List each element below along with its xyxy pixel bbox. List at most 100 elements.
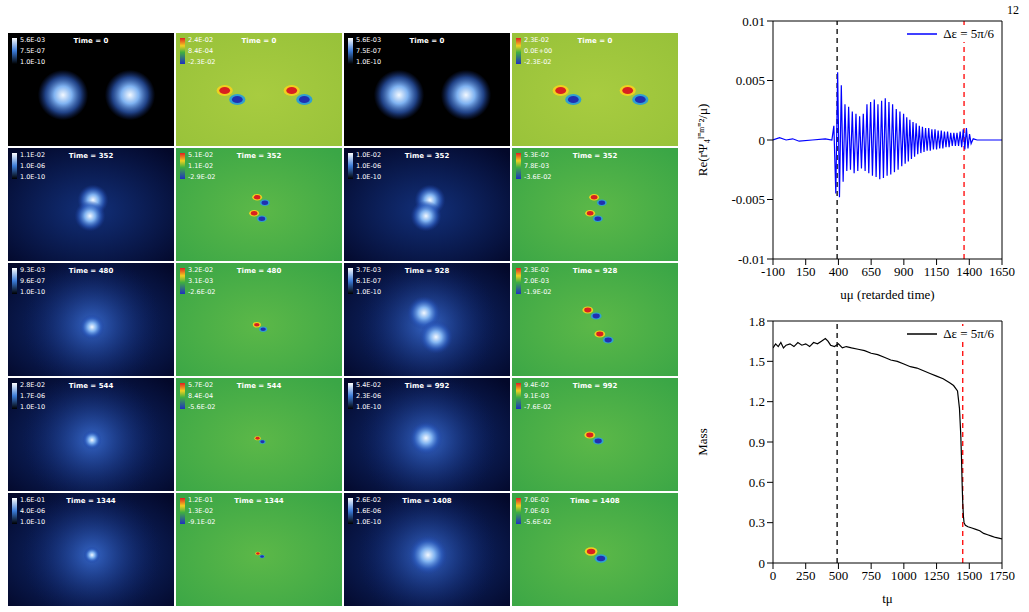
svg-text:750: 750 [861,568,881,583]
svg-text:Time = 0: Time = 0 [410,37,445,45]
svg-text:1500: 1500 [956,568,982,583]
svg-text:1400: 1400 [956,264,982,279]
svg-text:7.8E-03: 7.8E-03 [524,162,549,170]
svg-text:9.1E-03: 9.1E-03 [524,392,549,400]
svg-text:7.0E-02: 7.0E-02 [524,496,549,504]
svg-text:650: 650 [861,264,881,279]
svg-text:0: 0 [759,556,766,571]
svg-text:1.0E-10: 1.0E-10 [20,58,45,66]
svg-text:1000: 1000 [891,568,917,583]
svg-text:tμ: tμ [882,591,893,606]
svg-text:1.8: 1.8 [749,314,765,329]
svg-text:2.3E-06: 2.3E-06 [356,392,381,400]
svg-text:1.0E-10: 1.0E-10 [20,403,45,411]
svg-text:-1.9E-02: -1.9E-02 [524,288,551,296]
svg-text:1150: 1150 [924,264,950,279]
svg-text:3.2E-02: 3.2E-02 [188,266,213,274]
svg-text:-0.005: -0.005 [731,192,765,207]
svg-text:-5.6E-02: -5.6E-02 [188,403,215,411]
svg-text:0.005: 0.005 [736,73,765,88]
svg-text:7.5E-07: 7.5E-07 [20,47,45,55]
svg-text:2.4E-02: 2.4E-02 [188,36,213,44]
svg-text:-0.01: -0.01 [738,252,765,267]
svg-text:Time = 1344: Time = 1344 [234,497,284,505]
svg-text:1.5: 1.5 [749,354,765,369]
svg-text:-9.1E-02: -9.1E-02 [188,518,215,526]
svg-text:9.6E-07: 9.6E-07 [20,277,45,285]
svg-text:2.0E-03: 2.0E-03 [524,277,549,285]
svg-text:1.2E-01: 1.2E-01 [188,496,213,504]
svg-text:150: 150 [796,264,816,279]
svg-text:-2.6E-02: -2.6E-02 [188,288,215,296]
svg-text:1.6E-01: 1.6E-01 [20,496,45,504]
svg-text:5.6E-03: 5.6E-03 [356,36,381,44]
svg-text:500: 500 [829,568,849,583]
svg-text:Time = 544: Time = 544 [69,382,114,390]
svg-text:Time = 928: Time = 928 [573,267,618,275]
svg-text:5.4E-02: 5.4E-02 [356,381,381,389]
svg-text:Time = 0: Time = 0 [578,37,613,45]
svg-text:1.3E-02: 1.3E-02 [188,507,213,515]
svg-text:1.0E-10: 1.0E-10 [20,518,45,526]
svg-text:0.9: 0.9 [749,435,765,450]
svg-text:8.4E-04: 8.4E-04 [188,392,213,400]
svg-text:5.6E-03: 5.6E-03 [20,36,45,44]
svg-text:1.0E-02: 1.0E-02 [356,151,381,159]
svg-text:3.1E-03: 3.1E-03 [188,277,213,285]
svg-text:Time = 352: Time = 352 [237,152,282,160]
svg-text:7.5E-07: 7.5E-07 [356,47,381,55]
svg-text:1750: 1750 [989,568,1015,583]
svg-text:0.0E+00: 0.0E+00 [524,47,552,55]
svg-text:Time = 544: Time = 544 [237,382,282,390]
svg-text:1.0E-10: 1.0E-10 [20,288,45,296]
svg-text:1650: 1650 [989,264,1015,279]
svg-text:2.6E-02: 2.6E-02 [356,496,381,504]
svg-text:-7.6E-02: -7.6E-02 [524,403,551,411]
svg-text:2.3E-02: 2.3E-02 [524,36,549,44]
svg-text:1.7E-06: 1.7E-06 [20,392,45,400]
svg-text:Time = 352: Time = 352 [573,152,618,160]
svg-text:-2.9E-02: -2.9E-02 [188,173,215,181]
svg-text:1.0E-06: 1.0E-06 [356,162,381,170]
svg-text:9.4E-02: 9.4E-02 [524,381,549,389]
svg-text:7.0E-03: 7.0E-03 [524,507,549,515]
svg-text:Time = 1408: Time = 1408 [402,497,452,505]
svg-text:Time = 992: Time = 992 [573,382,618,390]
svg-text:1.0E-10: 1.0E-10 [20,173,45,181]
svg-text:-3.6E-02: -3.6E-02 [524,173,551,181]
svg-text:3.7E-03: 3.7E-03 [356,266,381,274]
svg-text:6.1E-07: 6.1E-07 [356,277,381,285]
svg-text:Time = 992: Time = 992 [405,382,450,390]
svg-text:8.4E-04: 8.4E-04 [188,47,213,55]
svg-text:1.0E-10: 1.0E-10 [356,58,381,66]
svg-text:0.6: 0.6 [749,475,766,490]
svg-text:0: 0 [759,133,766,148]
svg-text:5.3E-02: 5.3E-02 [524,151,549,159]
svg-text:-5.6E-02: -5.6E-02 [524,518,551,526]
svg-text:400: 400 [829,264,849,279]
svg-text:Time = 480: Time = 480 [69,267,114,275]
svg-text:0.3: 0.3 [749,515,765,530]
svg-text:Time = 480: Time = 480 [237,267,282,275]
svg-text:250: 250 [796,568,816,583]
svg-text:Time = 0: Time = 0 [74,37,109,45]
svg-text:5.1E-02: 5.1E-02 [188,151,213,159]
svg-text:1.6E-06: 1.6E-06 [356,507,381,515]
svg-text:1.2: 1.2 [749,394,765,409]
svg-text:1.0E-10: 1.0E-10 [356,403,381,411]
svg-text:1.1E-02: 1.1E-02 [188,162,213,170]
svg-text:Mass: Mass [695,428,710,455]
svg-text:1.1E-02: 1.1E-02 [20,151,45,159]
svg-text:uμ (retarded time): uμ (retarded time) [840,287,934,302]
svg-text:5.7E-02: 5.7E-02 [188,381,213,389]
svg-text:Time = 1344: Time = 1344 [66,497,116,505]
svg-text:1.0E-10: 1.0E-10 [356,288,381,296]
svg-text:Time = 1408: Time = 1408 [570,497,620,505]
svg-text:Re(rΨ₄ˡ⁼ᵐ⁼²/μ): Re(rΨ₄ˡ⁼ᵐ⁼²/μ) [695,104,710,177]
svg-text:Time = 352: Time = 352 [405,152,450,160]
svg-text:0: 0 [770,568,777,583]
svg-text:9.3E-03: 9.3E-03 [20,266,45,274]
svg-text:4.0E-06: 4.0E-06 [20,507,45,515]
svg-text:1250: 1250 [924,568,950,583]
svg-text:-2.3E-02: -2.3E-02 [188,58,215,66]
